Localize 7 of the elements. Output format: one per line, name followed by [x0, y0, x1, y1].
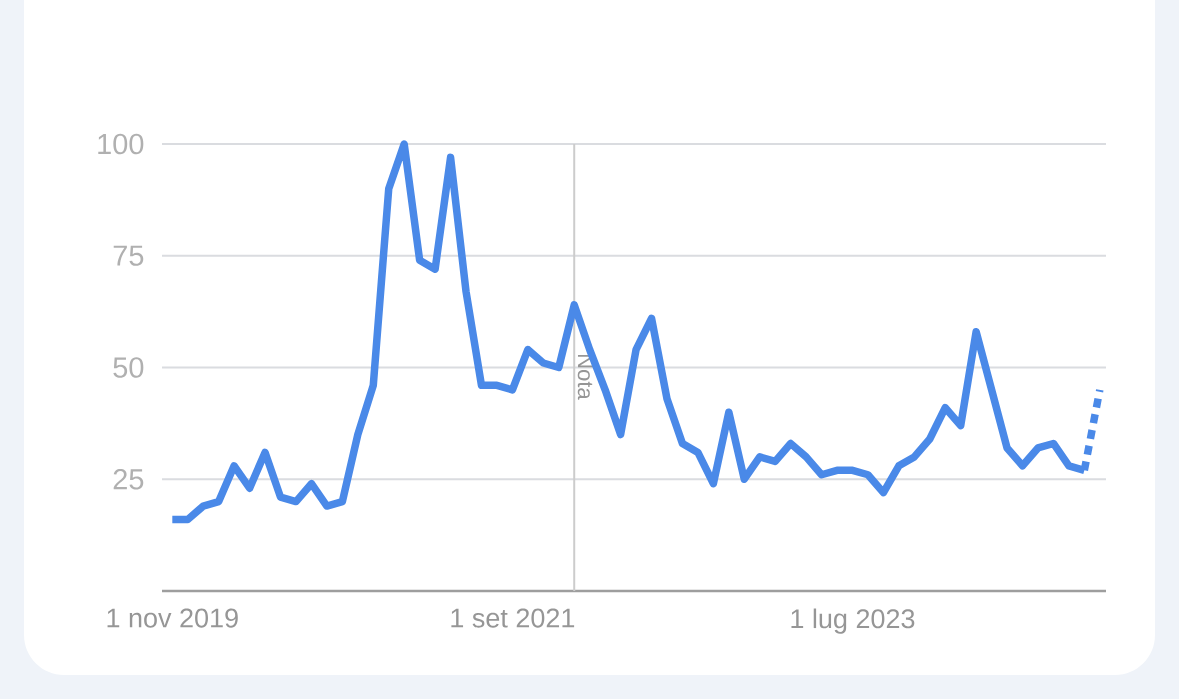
x-tick-label: 1 set 2021: [451, 608, 575, 628]
y-tick-label: 25: [113, 468, 144, 490]
x-tick-label: 1 nov 2019: [107, 608, 238, 628]
y-tick-label: 100: [98, 133, 144, 155]
x-tick-label: 1 lug 2023: [791, 608, 915, 634]
y-tick-label: 75: [113, 245, 144, 266]
y-tick-label: 50: [113, 357, 144, 378]
